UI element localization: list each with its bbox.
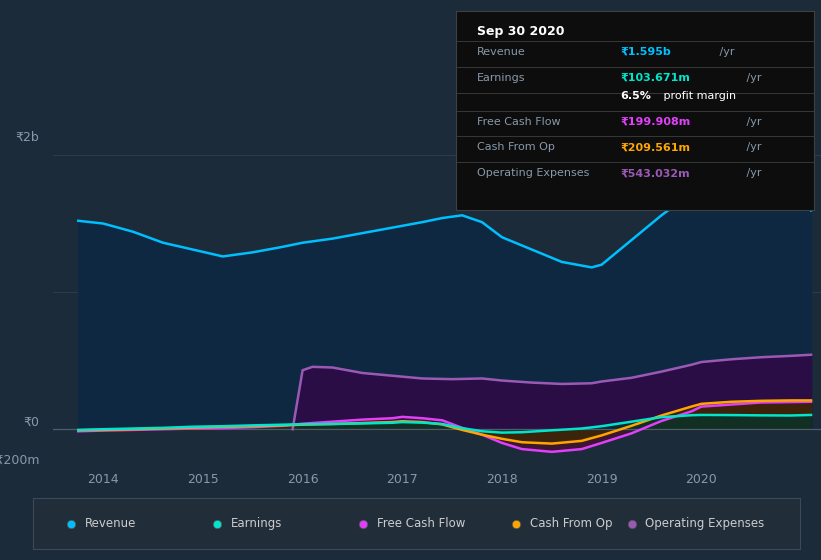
Text: Operating Expenses: Operating Expenses [645, 517, 764, 530]
Text: Earnings: Earnings [231, 517, 282, 530]
Text: -₹200m: -₹200m [0, 454, 39, 467]
Text: /yr: /yr [716, 47, 735, 57]
Text: ₹543.032m: ₹543.032m [621, 168, 690, 178]
Text: Revenue: Revenue [477, 47, 526, 57]
Text: /yr: /yr [743, 142, 762, 152]
Text: ₹103.671m: ₹103.671m [621, 73, 690, 83]
Text: /yr: /yr [743, 116, 762, 127]
Text: Free Cash Flow: Free Cash Flow [377, 517, 466, 530]
Text: ₹0: ₹0 [24, 416, 39, 430]
Text: Cash From Op: Cash From Op [530, 517, 612, 530]
Text: ₹209.561m: ₹209.561m [621, 142, 690, 152]
Text: ₹2b: ₹2b [16, 130, 39, 144]
Text: /yr: /yr [743, 73, 762, 83]
Text: Cash From Op: Cash From Op [477, 142, 555, 152]
Text: Earnings: Earnings [477, 73, 525, 83]
Text: Revenue: Revenue [85, 517, 136, 530]
Text: profit margin: profit margin [660, 91, 736, 101]
Text: ₹199.908m: ₹199.908m [621, 116, 691, 127]
Text: Free Cash Flow: Free Cash Flow [477, 116, 561, 127]
Text: /yr: /yr [743, 168, 762, 178]
Text: Sep 30 2020: Sep 30 2020 [477, 25, 565, 38]
Text: 6.5%: 6.5% [621, 91, 652, 101]
Text: ₹1.595b: ₹1.595b [621, 47, 672, 57]
Text: Operating Expenses: Operating Expenses [477, 168, 589, 178]
